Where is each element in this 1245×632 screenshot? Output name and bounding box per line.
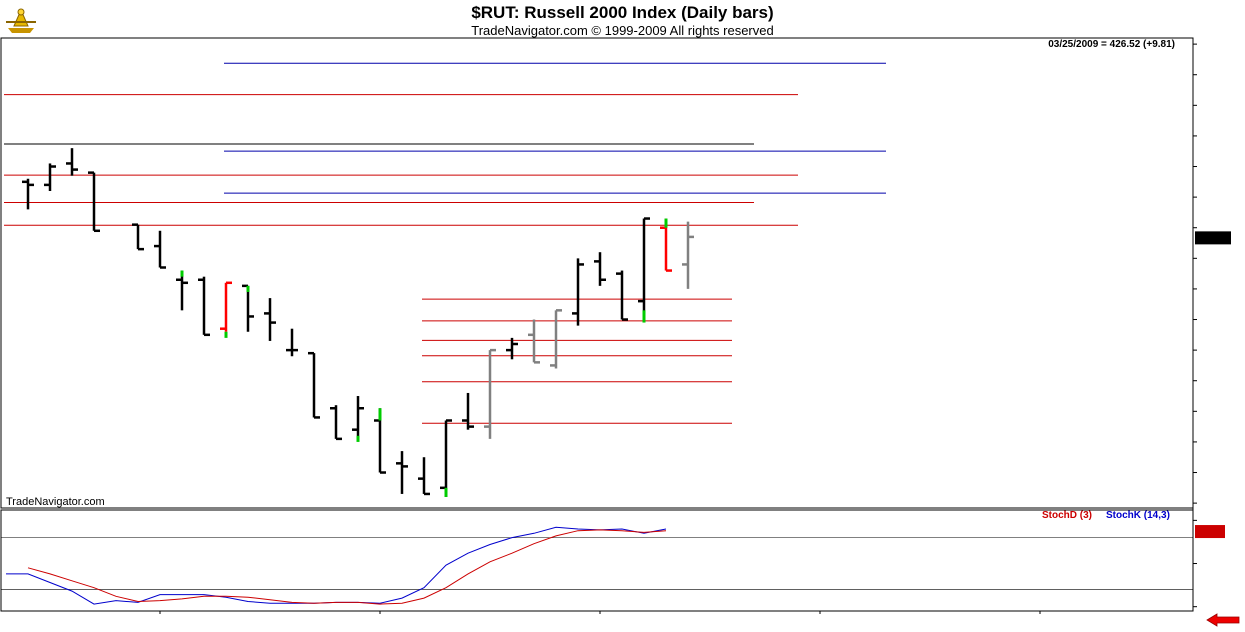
price-readout: 03/25/2009 = 426.52 (+9.81)	[1048, 39, 1175, 50]
chart-copyright: TradeNavigator.com © 1999-2009 All right…	[471, 23, 774, 38]
stochd-line	[27, 529, 667, 605]
legend-stochk: StochK (14,3)	[1106, 510, 1170, 521]
last-price-box	[1195, 231, 1231, 245]
trade-navigator-logo-icon	[4, 6, 38, 36]
chart-title: $RUT: Russell 2000 Index (Daily bars)	[471, 3, 774, 22]
price-panel	[0, 37, 1194, 509]
oscillator-panel	[0, 509, 1194, 612]
osc-last-box	[1195, 525, 1225, 539]
watermark-text: TradeNavigator.com	[6, 496, 105, 508]
red-left-arrow-icon[interactable]	[1206, 613, 1240, 627]
legend-stochd: StochD (3)	[1042, 510, 1092, 521]
